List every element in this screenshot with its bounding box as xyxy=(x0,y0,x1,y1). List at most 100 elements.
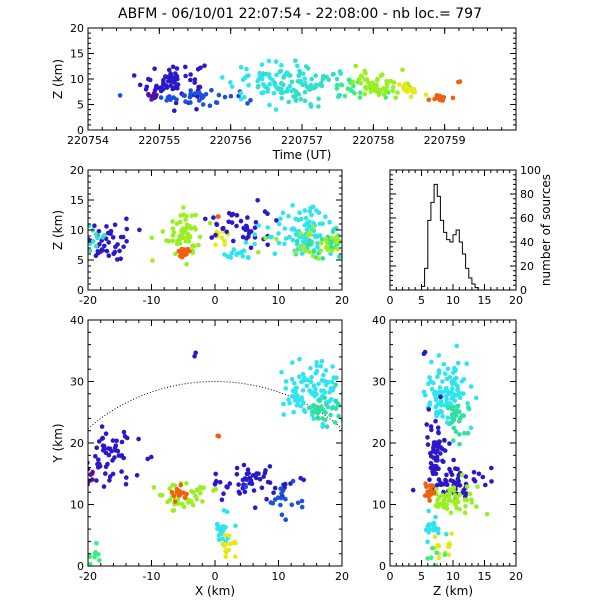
source-point xyxy=(282,226,288,231)
source-point xyxy=(320,407,326,413)
source-point xyxy=(174,221,180,227)
source-point xyxy=(435,497,440,503)
source-point xyxy=(223,554,228,559)
source-point xyxy=(464,497,470,503)
source-point xyxy=(270,500,276,506)
source-point xyxy=(257,476,263,482)
source-point xyxy=(79,246,84,251)
source-point xyxy=(221,508,227,513)
source-point xyxy=(172,108,177,113)
source-point xyxy=(455,499,461,505)
source-point xyxy=(308,83,313,89)
source-point xyxy=(425,556,431,561)
source-point xyxy=(151,485,157,490)
source-point xyxy=(302,76,308,81)
source-point xyxy=(290,237,296,243)
source-point xyxy=(183,64,188,70)
source-point xyxy=(438,451,443,456)
source-point xyxy=(93,243,99,249)
source-point xyxy=(278,68,284,74)
source-point xyxy=(437,501,443,507)
source-point xyxy=(489,479,494,484)
source-point xyxy=(430,545,435,551)
source-point xyxy=(157,492,163,498)
source-point xyxy=(286,213,291,219)
source-point xyxy=(276,240,282,246)
source-point xyxy=(327,390,332,395)
source-point xyxy=(229,250,235,256)
source-point xyxy=(107,474,113,479)
source-point xyxy=(222,94,228,100)
source-point xyxy=(433,563,439,566)
source-point xyxy=(312,233,318,238)
source-point xyxy=(433,397,439,403)
source-point xyxy=(363,84,368,90)
x-tick-label: 0 xyxy=(212,570,219,583)
source-point xyxy=(427,400,433,406)
source-point xyxy=(435,425,441,431)
source-point xyxy=(318,248,324,254)
x-tick-label: 5 xyxy=(418,570,425,583)
source-point xyxy=(234,223,239,229)
source-point xyxy=(293,249,298,255)
source-point xyxy=(188,226,194,231)
source-point xyxy=(457,391,463,396)
source-point xyxy=(352,90,357,96)
range-circle xyxy=(88,380,342,430)
panel-time_height: 220754 220755 220756 220757 220758 220759 0 5 10… xyxy=(51,22,517,162)
source-point xyxy=(439,446,445,452)
source-point xyxy=(256,471,261,477)
source-point xyxy=(226,547,231,553)
source-point xyxy=(442,438,447,443)
source-point xyxy=(90,239,96,244)
source-point xyxy=(224,484,229,490)
source-point xyxy=(283,517,289,522)
source-point xyxy=(434,482,440,488)
source-point xyxy=(450,95,456,101)
y-axis-label: Y (km) xyxy=(51,423,65,463)
x-tick-label: 220755 xyxy=(138,134,180,147)
source-point xyxy=(333,239,338,245)
source-point xyxy=(149,235,154,241)
source-point xyxy=(437,385,443,390)
source-point xyxy=(294,239,300,244)
source-point xyxy=(431,455,437,461)
source-point xyxy=(110,235,116,240)
source-point xyxy=(257,70,263,76)
source-point xyxy=(181,93,186,98)
data-layer xyxy=(117,58,463,113)
source-point xyxy=(408,94,414,99)
source-point xyxy=(440,379,445,384)
source-point xyxy=(175,82,181,87)
source-point xyxy=(166,67,172,73)
source-point xyxy=(193,350,198,356)
source-point xyxy=(457,79,463,84)
source-point xyxy=(319,404,324,409)
x-tick-label: 220758 xyxy=(352,134,394,147)
source-point xyxy=(170,219,175,224)
source-point xyxy=(113,443,119,448)
source-point xyxy=(351,83,356,89)
source-point xyxy=(175,76,180,82)
data-layer xyxy=(418,183,482,290)
source-point xyxy=(397,82,402,87)
source-point xyxy=(436,353,442,358)
source-point xyxy=(431,391,437,396)
source-point xyxy=(475,484,480,489)
source-point xyxy=(435,374,440,380)
y-tick-label: 0 xyxy=(520,284,527,297)
source-point xyxy=(445,366,451,372)
source-point xyxy=(330,364,335,369)
source-point xyxy=(440,492,445,498)
x-tick-label: -20 xyxy=(79,570,97,583)
source-point xyxy=(320,221,325,226)
x-tick-label: 15 xyxy=(478,570,492,583)
source-point xyxy=(102,243,107,249)
source-point xyxy=(227,481,233,486)
y-tick-label: 10 xyxy=(70,499,84,512)
source-point xyxy=(246,234,251,239)
panel-x_z: -20 -10 0 10 20 0 5 10 15 20 Z (km) xyxy=(51,164,349,307)
source-point xyxy=(244,477,249,482)
source-point xyxy=(433,503,439,509)
source-point xyxy=(271,90,277,96)
